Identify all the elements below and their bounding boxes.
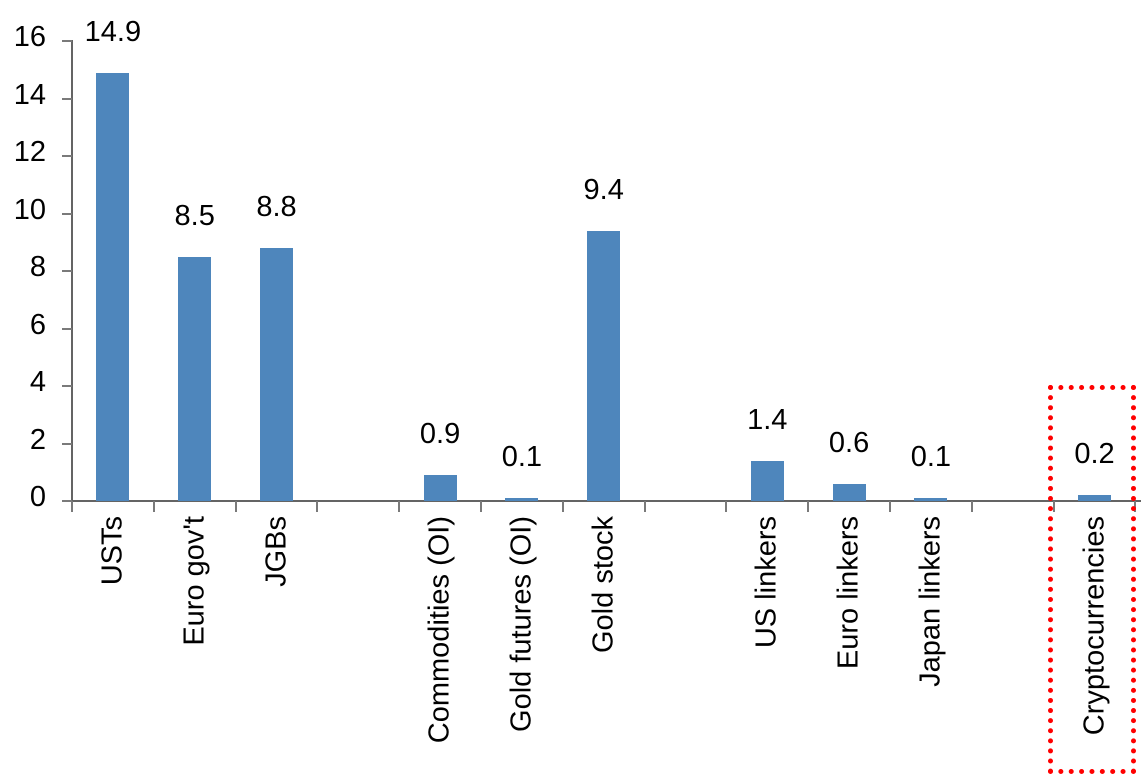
x-axis-tick <box>234 501 237 512</box>
y-axis-tick <box>62 327 72 330</box>
highlight-box-cryptocurrencies <box>1047 385 1136 774</box>
bar-us-linkers <box>750 460 784 501</box>
bar-value-label-jgbs: 8.8 <box>256 191 297 223</box>
x-axis-category-label-gold-futures-oi: Gold futures (OI) <box>505 516 538 732</box>
x-axis-tick <box>970 501 973 512</box>
bar-jgbs <box>260 248 293 501</box>
bar-value-label-commodities-oi: 0.9 <box>419 418 461 451</box>
y-axis-tick <box>62 212 72 215</box>
bar-gold-futures-oi <box>505 498 539 501</box>
y-axis-tick-label: 0 <box>29 481 46 513</box>
x-axis-category-label-gold-stock: Gold stock <box>587 516 620 653</box>
x-axis-line <box>71 500 1141 502</box>
bar-gold-stock <box>587 230 621 501</box>
x-axis-tick <box>561 501 564 512</box>
x-axis-tick <box>643 501 646 512</box>
y-axis-tick <box>62 442 72 445</box>
y-axis-tick-label: 10 <box>13 193 46 226</box>
x-axis-tick <box>889 501 891 512</box>
bar-value-label-euro-linkers: 0.6 <box>828 426 870 459</box>
bar-value-label-cryptocurrencies: 0.2 <box>1074 438 1115 471</box>
bar-japan-linkers <box>914 498 948 501</box>
x-axis-category-label-commodities-oi: Commodities (OI) <box>423 516 456 744</box>
y-axis-tick-label: 12 <box>13 136 46 168</box>
x-axis-tick <box>152 501 155 512</box>
y-axis-tick <box>62 500 72 502</box>
x-axis-category-label-usts: USTs <box>96 516 129 586</box>
bar-value-label-euro-gov-t: 8.5 <box>174 199 215 232</box>
y-axis-tick <box>62 270 72 272</box>
y-axis-line <box>71 40 73 502</box>
y-axis-tick-label: 6 <box>29 308 46 341</box>
bar-usts <box>96 72 130 501</box>
bar-value-label-gold-stock: 9.4 <box>583 173 624 206</box>
x-axis-tick <box>480 501 482 512</box>
y-axis-tick <box>62 40 72 42</box>
y-axis-tick-label: 16 <box>13 21 46 53</box>
bar-value-label-us-linkers: 1.4 <box>747 403 788 436</box>
bar-value-label-gold-futures-oi: 0.1 <box>501 441 543 474</box>
y-axis-tick-label: 4 <box>29 366 46 398</box>
y-axis-tick <box>62 385 72 387</box>
x-axis-tick <box>1052 501 1055 512</box>
y-axis-tick-label: 2 <box>29 423 46 456</box>
x-axis-category-label-jgbs: JGBs <box>260 516 292 587</box>
x-axis-category-label-japan-linkers: Japan linkers <box>914 516 947 687</box>
bar-value-label-japan-linkers: 0.1 <box>910 441 952 474</box>
bar-commodities-oi <box>423 475 457 501</box>
x-axis-category-label-euro-gov-t: Euro gov't <box>178 516 211 646</box>
y-axis-tick-label: 8 <box>29 251 46 283</box>
y-axis-tick-label: 14 <box>13 78 46 111</box>
bar-cryptocurrencies <box>1078 495 1111 501</box>
x-axis-tick <box>71 501 73 512</box>
bar-value-label-usts: 14.9 <box>84 15 142 48</box>
bar-euro-gov-t <box>178 256 212 501</box>
bar-euro-linkers <box>832 483 866 501</box>
x-axis-category-label-euro-linkers: Euro linkers <box>832 516 865 670</box>
x-axis-category-label-us-linkers: US linkers <box>750 516 783 649</box>
x-axis-tick <box>725 501 728 512</box>
x-axis-tick <box>316 501 319 512</box>
x-axis-tick <box>398 501 401 512</box>
x-axis-tick <box>807 501 810 512</box>
y-axis-tick <box>62 155 72 157</box>
y-axis-tick <box>62 97 72 100</box>
